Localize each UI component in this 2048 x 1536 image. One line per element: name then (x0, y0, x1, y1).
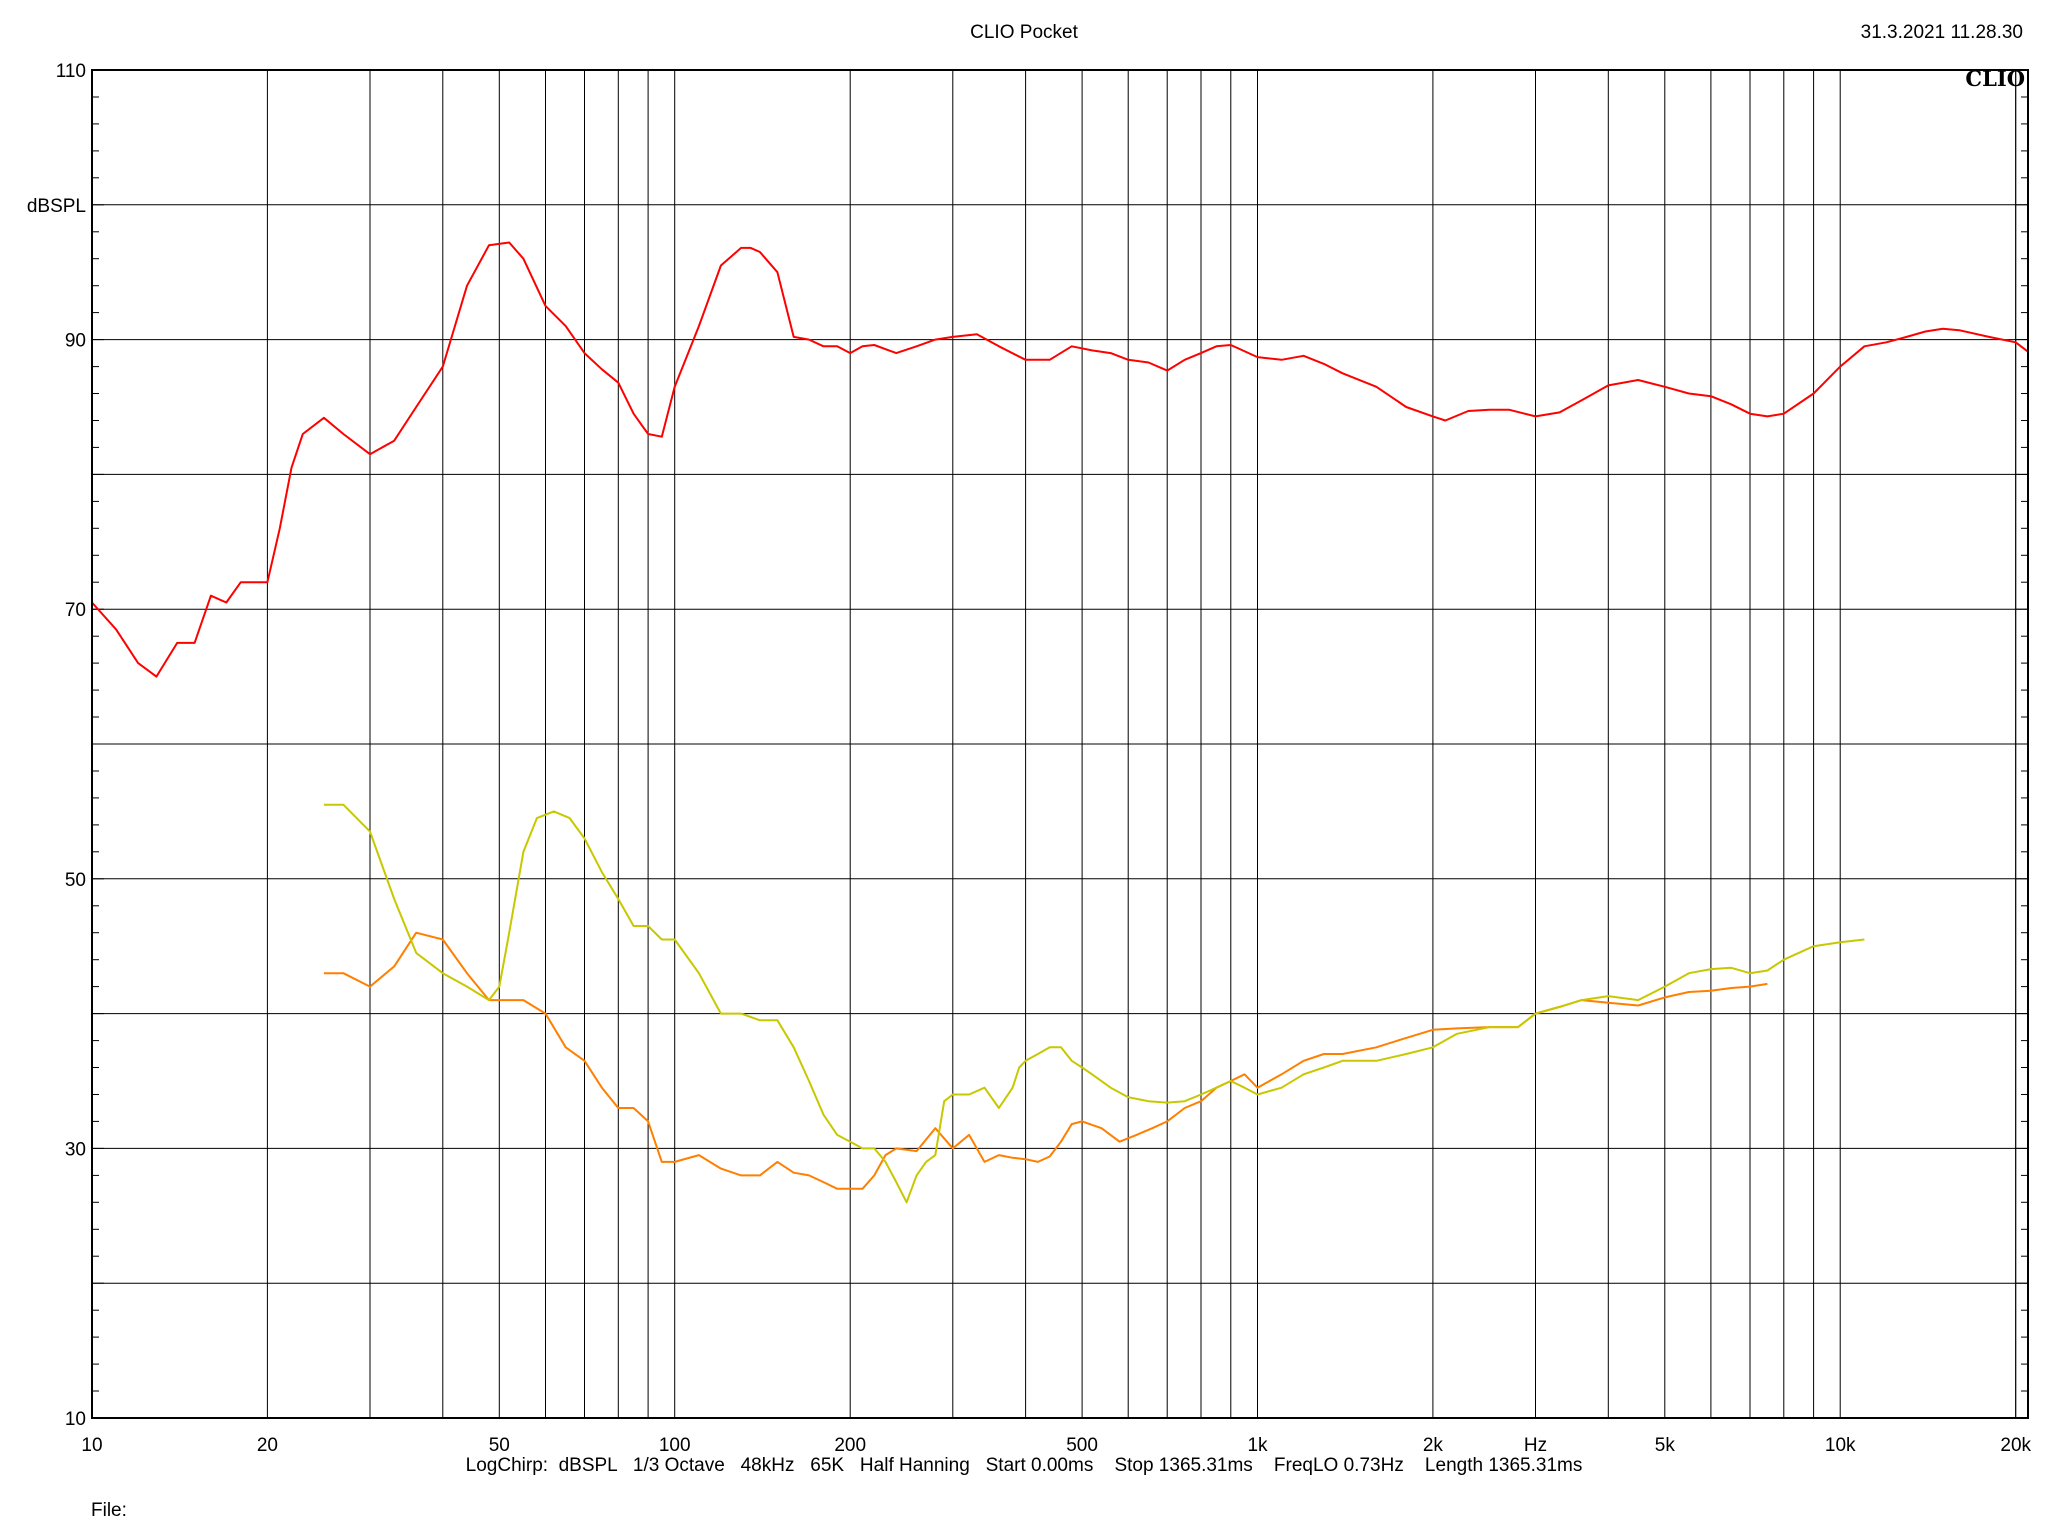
tick-labels: 10 20 50 100 200 500 1k 2k Hz 5k 10k 20k 110 dBSPL 90 7… (27, 61, 2032, 1456)
y-axis-unit-label: dBSPL (27, 196, 86, 217)
clio-logo: CLIO (1965, 66, 2025, 91)
measurement-settings: LogChirp: dBSPL 1/3 Octave 48kHz 65K Hal… (465, 1455, 1583, 1476)
y-tick-label: 30 (65, 1139, 86, 1160)
x-tick-label: 5k (1655, 1435, 1676, 1456)
x-tick-label: 200 (834, 1435, 866, 1456)
file-label: File: (91, 1500, 127, 1521)
series-line-1 (91, 241, 2029, 678)
x-tick-label: 20k (2000, 1435, 2031, 1456)
series-line-3 (323, 803, 1865, 1204)
y-tick-label: 10 (65, 1409, 86, 1430)
series-layer (91, 241, 2029, 1204)
measurement-datetime: 31.3.2021 11.28.30 (1860, 22, 2023, 43)
x-tick-label: 1k (1247, 1435, 1268, 1456)
plot-frame (91, 69, 2029, 1419)
y-tick-label: 50 (65, 870, 86, 891)
y-tick-label: 110 (56, 61, 86, 82)
x-tick-label: 2k (1423, 1435, 1444, 1456)
x-tick-label: 10 (81, 1435, 102, 1456)
series-line-2 (323, 931, 1768, 1190)
x-tick-label: 500 (1066, 1435, 1098, 1456)
x-tick-label: 50 (489, 1435, 510, 1456)
grid (92, 70, 2028, 1418)
x-tick-label: 10k (1825, 1435, 1856, 1456)
y-tick-label: 90 (65, 331, 86, 352)
x-tick-label: 20 (257, 1435, 278, 1456)
chart-title: CLIO Pocket (970, 22, 1078, 43)
x-tick-label: 100 (659, 1435, 691, 1456)
y-tick-label: 70 (65, 600, 86, 621)
x-tick-label: Hz (1524, 1435, 1547, 1456)
